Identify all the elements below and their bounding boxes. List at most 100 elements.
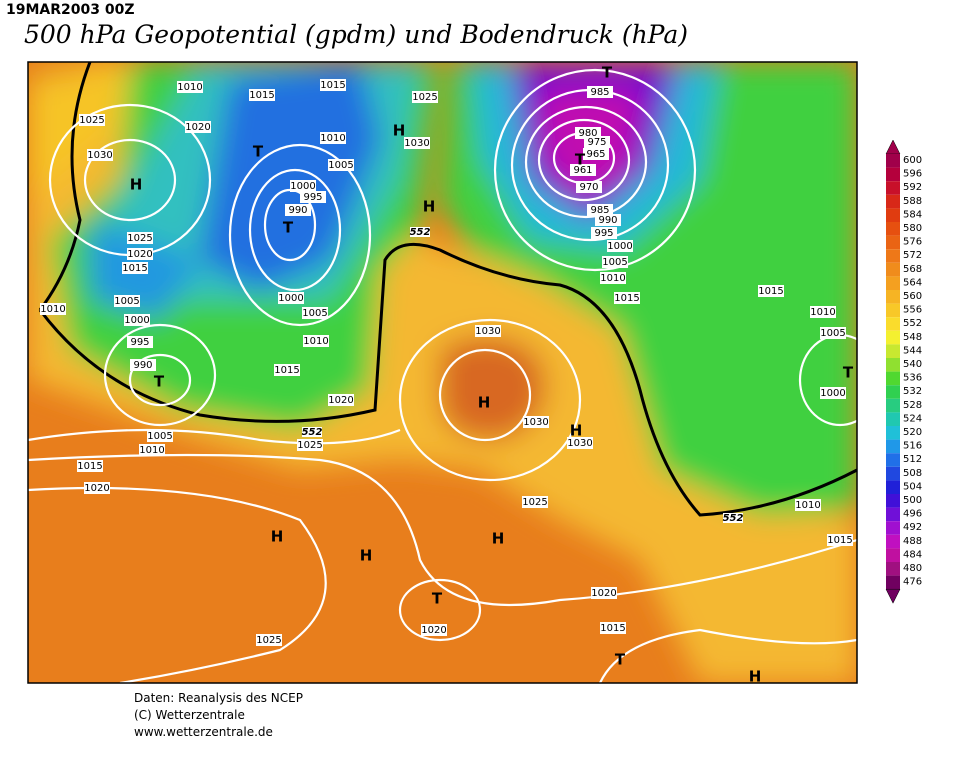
isobar-label: 1025: [79, 115, 104, 126]
pressure-center: T: [283, 219, 294, 237]
isobar-label-bg: [87, 149, 113, 161]
map-frame: [27, 61, 858, 684]
isobar-label-bg: [249, 89, 275, 101]
footer-copyright: (C) Wetterzentrale: [134, 708, 245, 722]
colorbar-swatch: [886, 317, 900, 331]
colorbar-swatch: [886, 494, 900, 508]
isobar-label: 1020: [185, 122, 210, 133]
isobar-label-bg: [614, 292, 640, 304]
contour-label: 552: [410, 227, 431, 238]
isobar-label: 1010: [139, 445, 164, 456]
pressure-center: T: [615, 651, 626, 669]
colorbar-swatch: [886, 344, 900, 358]
isobar-label-bg: [127, 248, 153, 260]
colorbar-swatch: [886, 548, 900, 562]
colorbar-swatch: [886, 249, 900, 263]
isobar-label: 1010: [40, 304, 65, 315]
isobar-label: 1010: [600, 273, 625, 284]
isobar-label-bg: [600, 622, 626, 634]
colorbar-label: 520: [903, 427, 922, 438]
isobar-label-bg: [139, 444, 165, 456]
colorbar-arrow-bottom: [885, 588, 901, 604]
isobar-label: 970: [579, 182, 598, 193]
isobar-label: 1025: [412, 92, 437, 103]
colorbar-swatch: [886, 262, 900, 277]
isobar-label: 1025: [522, 497, 547, 508]
pressure-center: T: [575, 151, 586, 169]
isobar-label-bg: [328, 159, 354, 171]
colorbar-label: 560: [903, 291, 922, 302]
isobar-label: 1025: [256, 635, 281, 646]
pressure-center: T: [154, 373, 165, 391]
isobar-label-bg: [40, 303, 66, 315]
isobar-label-bg: [328, 394, 354, 406]
colorbar-label: 484: [903, 549, 922, 560]
colorbar-swatch: [886, 480, 900, 494]
colorbar-label: 600: [903, 155, 922, 166]
isobar-label-bg: [185, 121, 211, 133]
pressure-center: H: [749, 668, 762, 686]
isobar-label: 1005: [328, 160, 353, 171]
isobar-label: 1000: [290, 181, 315, 192]
isobar-label-bg: [595, 214, 621, 226]
isobar-label-bg: [124, 314, 150, 326]
colorbar-label: 508: [903, 468, 922, 479]
isobar-label: 965: [586, 149, 605, 160]
isobar-label-bg: [827, 534, 853, 546]
pressure-center: T: [253, 143, 264, 161]
colorbar-swatch: [886, 562, 900, 576]
isobar-label-bg: [421, 624, 447, 636]
isobar-label-bg: [412, 91, 438, 103]
isobar-label: 995: [303, 192, 322, 203]
isobar-label: 1015: [600, 623, 625, 634]
colorbar-label: 532: [903, 386, 922, 397]
isobar-label-bg: [290, 180, 316, 192]
isobar-label: 1000: [278, 293, 303, 304]
isobar-label-bg: [607, 240, 633, 252]
isobar-label: 1025: [297, 440, 322, 451]
colorbar-swatch: [886, 358, 900, 372]
isobar-label-bg: [122, 262, 148, 274]
isobar-label-bg: [475, 325, 501, 337]
isobar-label-bg: [820, 387, 846, 399]
isobar-label: 1020: [591, 588, 616, 599]
colorbar-label: 516: [903, 441, 922, 452]
isobar-label-bg: [278, 292, 304, 304]
isobar-label: 1005: [147, 431, 172, 442]
isobar-label-bg: [274, 364, 300, 376]
isobar-label: 1030: [567, 438, 592, 449]
isobar-label-bg: [584, 136, 610, 148]
contour-label-bg: [302, 427, 322, 437]
colorbar-label: 500: [903, 495, 922, 506]
isobar-label: 1015: [614, 293, 639, 304]
pressure-center: T: [432, 590, 443, 608]
isobar-label-bg: [587, 86, 613, 98]
colorbar-swatch: [886, 453, 900, 467]
contour-label-bg: [723, 513, 743, 523]
colorbar-swatch: [886, 385, 900, 399]
contour-label: 552: [723, 513, 744, 524]
isobar-label: 1020: [328, 395, 353, 406]
pressure-center: H: [393, 122, 406, 140]
colorbar-swatch: [886, 208, 900, 222]
colorbar-swatch: [886, 154, 900, 168]
isobar-label: 1005: [602, 257, 627, 268]
isobar-label-bg: [130, 359, 156, 371]
isobar-label: 1005: [114, 296, 139, 307]
pressure-center: H: [271, 528, 284, 546]
isobar-label-bg: [285, 204, 311, 216]
colorbar-swatch: [886, 575, 900, 590]
isobar-label: 1010: [303, 336, 328, 347]
isobar-label: 1020: [84, 483, 109, 494]
colorbar-label: 576: [903, 237, 922, 248]
colorbar-label: 544: [903, 345, 922, 356]
pressure-center: H: [570, 422, 583, 440]
colorbar-label: 556: [903, 305, 922, 316]
colorbar-swatch: [886, 276, 900, 290]
isobar-label: 1005: [302, 308, 327, 319]
isobar-label-bg: [256, 634, 282, 646]
colorbar-label: 592: [903, 182, 922, 193]
colorbar-swatch: [886, 167, 900, 182]
isobar-label: 1010: [320, 133, 345, 144]
